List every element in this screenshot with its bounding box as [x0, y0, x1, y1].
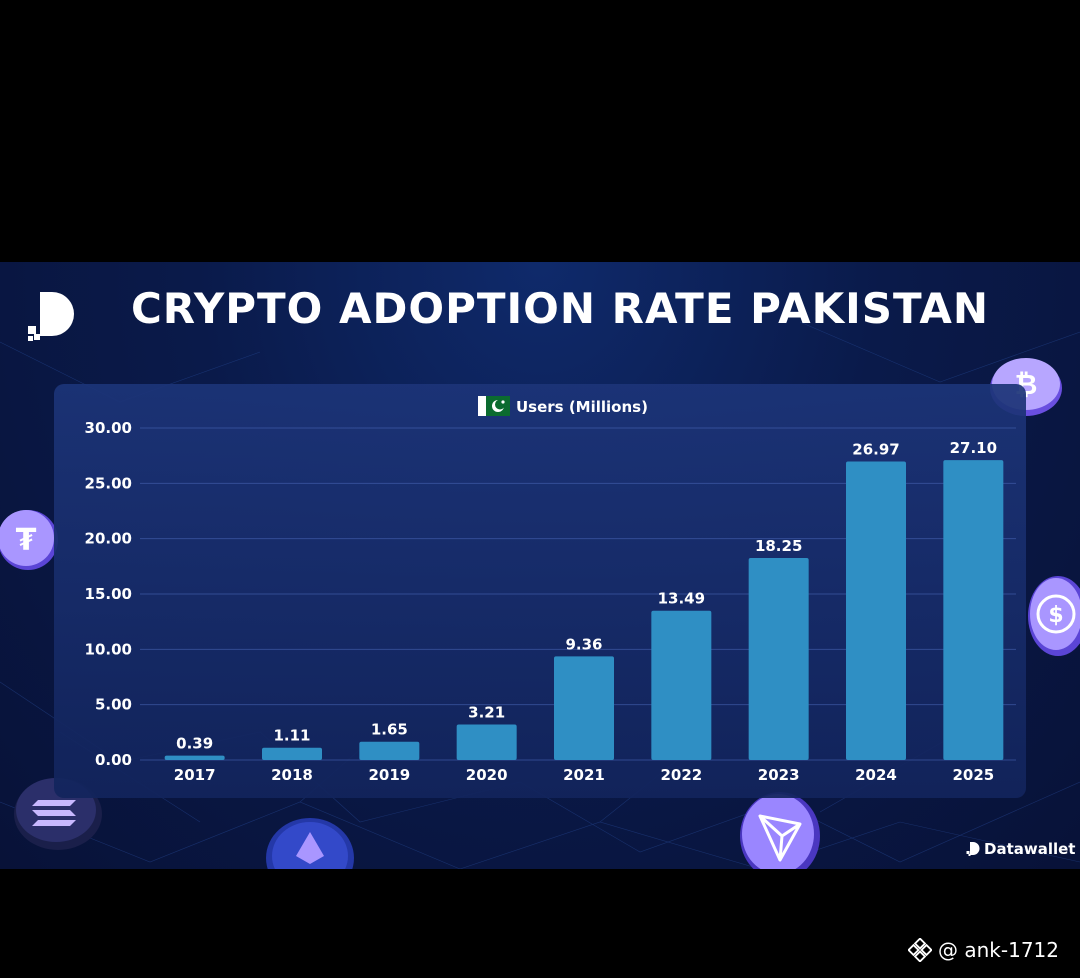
x-tick-label: 2018	[271, 766, 313, 784]
page-title: CRYPTO ADOPTION RATE PAKISTAN	[130, 284, 990, 333]
bar	[651, 610, 712, 760]
watermark: @ ank-1712	[908, 938, 1059, 962]
y-tick-label: 30.00	[85, 419, 132, 437]
chart-panel: Users (Millions) 0.00 5.00 10.00 15.00 20.00 2…	[54, 384, 1026, 798]
pakistan-flag-icon	[478, 396, 486, 416]
y-tick-label: 5.00	[95, 696, 132, 714]
bar	[846, 461, 906, 760]
bar	[164, 755, 225, 760]
pakistan-flag-star	[501, 400, 505, 404]
x-tick-label: 2017	[174, 766, 216, 784]
y-tick-label: 25.00	[85, 474, 132, 492]
x-tick-label: 2019	[368, 766, 410, 784]
y-tick-label: 15.00	[85, 585, 132, 603]
y-tick-label: 0.00	[95, 751, 132, 769]
x-tick-label: 2025	[952, 766, 994, 784]
watermark-handle: @ ank-1712	[938, 938, 1059, 962]
x-tick-label: 2021	[563, 766, 605, 784]
data-label: 0.39	[176, 735, 213, 753]
y-tick-label: 10.00	[85, 640, 132, 658]
y-tick-label: 20.00	[85, 530, 132, 548]
bar	[359, 741, 420, 760]
bar-chart: Users (Millions) 0.00 5.00 10.00 15.00 20.00 2…	[85, 396, 1016, 784]
bar	[943, 460, 1004, 760]
legend-label: Users (Millions)	[516, 398, 648, 416]
bar	[748, 558, 809, 760]
bar	[554, 656, 614, 760]
x-tick-label: 2022	[660, 766, 702, 784]
data-label: 18.25	[755, 537, 802, 555]
data-label: 13.49	[658, 590, 705, 608]
binance-icon	[908, 938, 932, 962]
brand-footer: Datawallet	[966, 840, 1075, 858]
data-label: 3.21	[468, 703, 505, 721]
brand-name: Datawallet	[984, 840, 1076, 858]
x-tick-label: 2024	[855, 766, 897, 784]
bar	[262, 747, 322, 760]
data-label: 27.10	[950, 439, 997, 457]
tether-coin-icon: ₮	[0, 510, 58, 570]
x-tick-label: 2020	[466, 766, 508, 784]
ethereum-coin-icon	[266, 818, 354, 869]
usdc-coin-icon: $	[1028, 576, 1080, 656]
bar	[456, 724, 517, 760]
brand-logo-icon	[966, 842, 980, 856]
svg-text:₮: ₮	[16, 523, 37, 558]
data-label: 1.65	[371, 721, 408, 739]
x-tick-label: 2023	[758, 766, 800, 784]
data-label: 1.11	[273, 727, 310, 745]
data-label: 26.97	[852, 441, 899, 459]
data-label: 9.36	[565, 635, 602, 653]
tron-coin-icon	[740, 792, 820, 869]
svg-text:$: $	[1048, 603, 1063, 628]
infographic-banner: CRYPTO ADOPTION RATE PAKISTAN ₿ ₮ $ User…	[0, 262, 1080, 869]
logo-icon	[28, 292, 74, 341]
